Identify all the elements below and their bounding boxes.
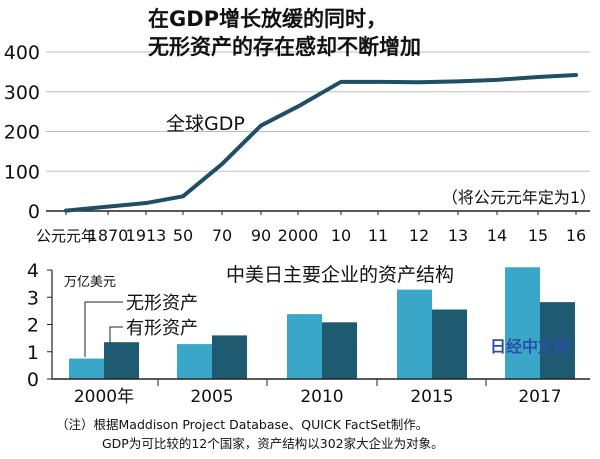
x-tick-label: 2015	[410, 387, 453, 407]
gdp-data-point	[64, 209, 68, 213]
x-tick-label: 13	[448, 226, 468, 245]
tangible-bar	[322, 322, 357, 379]
y-tick-label: 400	[4, 42, 40, 64]
intangible-bar	[287, 314, 322, 379]
y-tick-label: 1	[27, 342, 39, 364]
x-tick-label: 11	[368, 226, 388, 245]
gdp-series-line	[64, 73, 578, 213]
x-tick-label: 2010	[300, 387, 343, 407]
x-tick-label: 2017	[518, 387, 561, 407]
gdp-data-point	[296, 104, 300, 108]
gdp-data-point	[574, 73, 578, 77]
y-tick-label: 200	[4, 122, 40, 144]
x-tick-label: 2005	[190, 387, 233, 407]
page-title-line-2: 无形资产的存在感却不断增加	[148, 35, 421, 59]
x-tick-label: 50	[173, 226, 193, 245]
x-tick-label: 15	[528, 226, 548, 245]
gdp-data-point	[417, 80, 421, 84]
intangible-bar	[69, 358, 104, 379]
gdp-data-point	[376, 80, 380, 84]
gdp-data-point	[220, 162, 224, 166]
x-tick-label: 1913	[126, 226, 167, 245]
tangible-bar	[432, 309, 467, 379]
x-tick-label: 12	[409, 226, 429, 245]
x-tick-label: 公元元年	[36, 227, 96, 245]
gdp-data-point	[144, 201, 148, 205]
gdp-data-point	[456, 79, 460, 83]
page-title-line-1: 在GDP增长放缓的同时，	[148, 7, 388, 31]
series-label-gdp: 全球GDP	[166, 113, 245, 135]
footnote-line-1: （注）根据Maddison Project Database、QUICK Fac…	[56, 417, 429, 432]
footnote-line-2: GDP为可比较的12个国家，资产结构以302家大企业为对象。	[102, 436, 444, 451]
intangible-bar	[505, 267, 540, 379]
y-tick-label: 0	[27, 369, 39, 391]
y-axis-unit: 万亿美元	[64, 275, 116, 290]
legend-leader-intangible	[84, 301, 123, 357]
base-year-annotation: （将公元元年定为1）	[442, 188, 596, 207]
gdp-data-point	[339, 80, 343, 84]
gdp-data-point	[495, 78, 499, 82]
x-tick-label: 2000	[278, 226, 319, 245]
gdp-data-point	[106, 205, 110, 209]
legend-leader-tangible	[109, 326, 123, 343]
watermark-logo: 日经中文网	[490, 337, 571, 356]
legend-label-intangible: 无形资产	[126, 293, 198, 314]
legend-label-tangible: 有形资产	[126, 318, 198, 339]
y-tick-label: 4	[27, 260, 39, 282]
y-tick-label: 2	[27, 315, 39, 337]
x-tick-label: 1870	[88, 226, 129, 245]
x-tick-label: 14	[487, 226, 507, 245]
y-tick-label: 3	[27, 287, 39, 309]
intangible-bar	[397, 289, 432, 379]
y-tick-label: 100	[4, 161, 40, 183]
x-tick-label: 2000年	[74, 387, 134, 407]
y-tick-label: 300	[4, 82, 40, 104]
gdp-data-point	[259, 124, 263, 128]
x-tick-label: 10	[331, 226, 351, 245]
tangible-bar	[104, 342, 139, 379]
gdp-data-point	[536, 75, 540, 79]
x-tick-label: 90	[251, 226, 271, 245]
bar-chart-title: 中美日主要企业的资产结构	[226, 264, 454, 286]
x-tick-label: 16	[566, 226, 586, 245]
x-tick-label: 70	[212, 226, 232, 245]
y-tick-label: 0	[28, 201, 40, 223]
tangible-bar	[212, 335, 247, 379]
gdp-data-point	[181, 194, 185, 198]
tangible-bar	[540, 302, 575, 379]
asset-bar-chart: 0 1 2 3 4 万亿美元 中美日主要企业的资产结构 2000年 2005 2010 2015 2…	[27, 260, 590, 407]
intangible-bar	[177, 344, 212, 379]
